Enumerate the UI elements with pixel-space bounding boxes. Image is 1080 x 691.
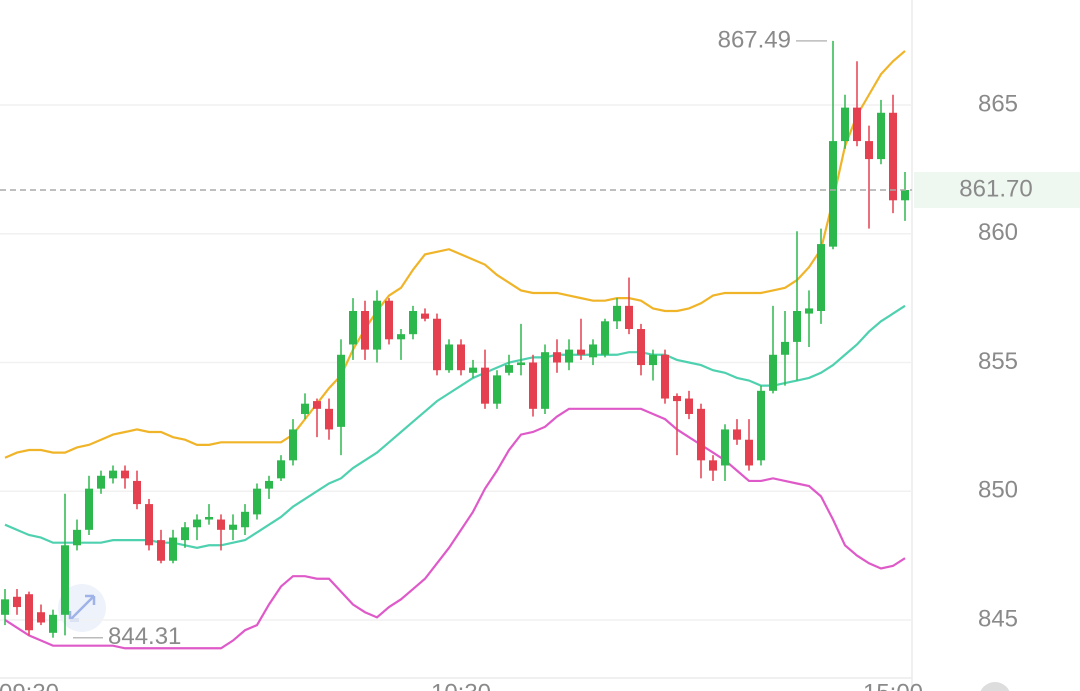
candle-body xyxy=(673,395,681,402)
candle-body xyxy=(133,480,141,505)
candle-body xyxy=(853,107,861,142)
y-tick-label: 845 xyxy=(978,605,1018,632)
candle-body xyxy=(373,300,381,350)
candle-body xyxy=(97,475,105,489)
candle-body xyxy=(325,408,333,430)
candle-body xyxy=(229,524,237,530)
candle-body xyxy=(553,352,561,363)
candle-body xyxy=(385,300,393,340)
candle-body xyxy=(349,311,357,345)
candle-body xyxy=(601,321,609,355)
max-label: 867.49 xyxy=(718,26,791,53)
candle-body xyxy=(361,311,369,350)
x-tick-label: 10:30 xyxy=(431,679,491,691)
y-tick-label: 850 xyxy=(978,477,1018,504)
candle-body xyxy=(1,599,9,615)
candle-body xyxy=(241,511,249,528)
candle-body xyxy=(289,429,297,461)
candle-body xyxy=(781,341,789,355)
candle-body xyxy=(61,545,69,615)
candle-body xyxy=(505,365,513,373)
x-tick-label: 09:30 xyxy=(0,679,59,691)
min-label: 844.31 xyxy=(108,623,181,650)
candle-body xyxy=(637,329,645,366)
band-line xyxy=(4,50,906,459)
candle-body xyxy=(877,112,885,160)
candle-body xyxy=(709,460,717,471)
candle-body xyxy=(757,390,765,461)
candle-body xyxy=(37,612,45,623)
candle-body xyxy=(85,488,93,530)
candle-body xyxy=(517,362,525,366)
candle-body xyxy=(409,311,417,335)
candle-body xyxy=(493,375,501,404)
candle-body xyxy=(481,367,489,404)
candle-body xyxy=(745,439,753,466)
candle-body xyxy=(865,141,873,160)
candle-body xyxy=(157,540,165,561)
candle-body xyxy=(817,244,825,312)
candle-body xyxy=(313,401,321,409)
candle-body xyxy=(793,311,801,342)
candle-body xyxy=(181,527,189,541)
y-tick-label: 855 xyxy=(978,348,1018,375)
candle-body xyxy=(841,107,849,142)
candle-body xyxy=(421,313,429,319)
candle-body xyxy=(121,470,129,479)
candle-body xyxy=(661,354,669,399)
candle-body xyxy=(577,349,585,355)
candle-body xyxy=(589,344,597,358)
y-tick-label: 865 xyxy=(978,90,1018,117)
scroll-handle[interactable] xyxy=(979,682,1011,691)
candle-body xyxy=(721,429,729,466)
last-price-label: 861.70 xyxy=(959,175,1032,202)
candle-body xyxy=(397,334,405,340)
candle-body xyxy=(145,504,153,546)
candle-body xyxy=(265,480,273,489)
candle-body xyxy=(697,408,705,461)
candle-body xyxy=(889,112,897,201)
candle-body xyxy=(613,305,621,322)
candle-body xyxy=(337,354,345,427)
candle-body xyxy=(529,362,537,409)
candle-body xyxy=(109,470,117,479)
candle-body xyxy=(301,403,309,414)
band-line xyxy=(4,407,906,650)
candle-body xyxy=(49,614,57,633)
candle-body xyxy=(565,349,573,363)
candle-body xyxy=(901,189,909,201)
candle-body xyxy=(25,594,33,631)
candle-body xyxy=(217,519,225,530)
candle-body xyxy=(433,318,441,371)
candle-body xyxy=(253,488,261,515)
candle-body xyxy=(625,305,633,330)
x-tick-label: 15:00 xyxy=(863,679,923,691)
candle-body xyxy=(733,429,741,440)
candle-body xyxy=(685,398,693,414)
candle-body xyxy=(457,344,465,371)
candle-body xyxy=(169,537,177,561)
last-price-box xyxy=(914,171,1080,208)
candle-body xyxy=(805,308,813,314)
candle-body xyxy=(469,367,477,373)
candle-body xyxy=(73,529,81,546)
candle-body xyxy=(205,516,213,520)
candle-body xyxy=(445,344,453,371)
candle-body xyxy=(649,354,657,366)
candle-body xyxy=(829,141,837,247)
candle-body xyxy=(193,519,201,528)
candle-body xyxy=(13,596,21,608)
candle-body xyxy=(277,460,285,479)
y-tick-label: 860 xyxy=(978,219,1018,246)
candle-body xyxy=(541,352,549,409)
candle-body xyxy=(769,354,777,391)
band-line xyxy=(4,304,906,549)
